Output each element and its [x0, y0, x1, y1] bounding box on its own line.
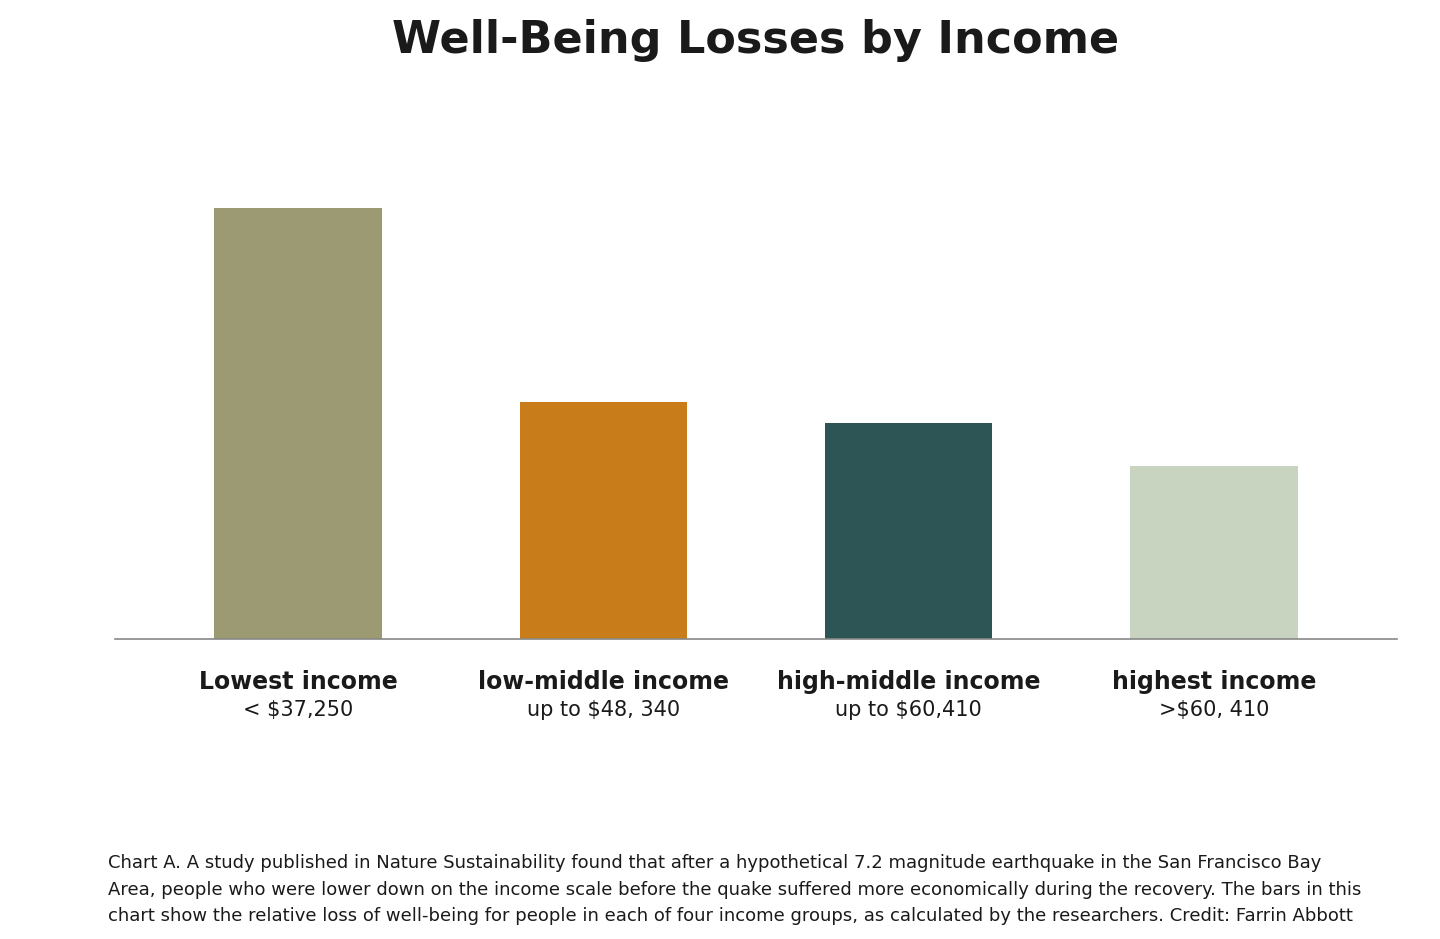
Text: up to $60,410: up to $60,410: [835, 700, 982, 720]
Text: Lowest income: Lowest income: [199, 670, 397, 694]
Text: Chart A. A study published in Nature Sustainability found that after a hypotheti: Chart A. A study published in Nature Sus…: [108, 854, 1361, 925]
Title: Well-Being Losses by Income: Well-Being Losses by Income: [393, 19, 1119, 62]
Text: low-middle income: low-middle income: [478, 670, 729, 694]
Text: up to $48, 340: up to $48, 340: [527, 700, 680, 720]
Text: < $37,250: < $37,250: [243, 700, 353, 720]
Bar: [1130, 467, 1297, 639]
Bar: [825, 423, 992, 639]
Text: high-middle income: high-middle income: [776, 670, 1040, 694]
Text: highest income: highest income: [1112, 670, 1316, 694]
Bar: [215, 208, 382, 639]
Bar: [520, 402, 687, 639]
Text: >$60, 410: >$60, 410: [1159, 700, 1269, 720]
